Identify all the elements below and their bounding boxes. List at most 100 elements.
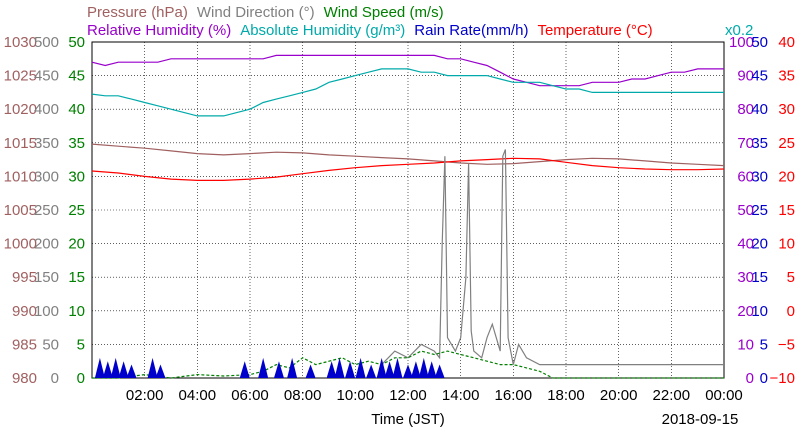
legend-entry: Rain Rate(mm/h) [414, 22, 528, 39]
x-tick-label: 16:00 [495, 387, 533, 404]
rain-rate-tick-label: 5 [760, 336, 768, 353]
relative-humidity-tick-label: 100 [729, 34, 754, 51]
wind-direction-tick-label: 450 [34, 68, 59, 85]
wind-speed-tick-label: 25 [68, 202, 85, 219]
rain-rate-mark [273, 361, 284, 378]
rain-rate-mark [102, 361, 113, 378]
x-tick-label: 22:00 [653, 387, 691, 404]
pressure-tick-label: 1015 [4, 135, 37, 152]
x-tick-label: 06:00 [231, 387, 269, 404]
wind-speed-tick-label: 40 [68, 101, 85, 118]
temperature-tick-label: 10 [778, 236, 795, 253]
pressure-tick-label: 1005 [4, 202, 37, 219]
wind-direction-tick-label: 150 [34, 269, 59, 286]
wind-direction-tick-label: 400 [34, 101, 59, 118]
pressure-tick-label: 980 [12, 370, 37, 387]
wind-direction-line [381, 149, 724, 366]
wind-direction-tick-label: 500 [34, 34, 59, 51]
rain-rate-tick-label: 10 [751, 303, 768, 320]
rain-rate-mark [434, 364, 445, 378]
wind-speed-line [92, 350, 724, 379]
rain-rate-tick-label: 35 [751, 135, 768, 152]
wind-direction-tick-label: 250 [34, 202, 59, 219]
legend-entry: Wind Speed (m/s) [324, 4, 444, 21]
rain-rate-mark [326, 361, 337, 378]
temperature-tick-label: 40 [778, 34, 795, 51]
rain-rate-tick-label: 25 [751, 202, 768, 219]
wind-speed-tick-label: 30 [68, 168, 85, 185]
rain-rate-mark [345, 361, 356, 378]
relative-humidity-tick-label: 0 [746, 370, 754, 387]
rain-rate-mark [376, 357, 387, 378]
wind-speed-tick-label: 15 [68, 269, 85, 286]
x-tick-label: 14:00 [442, 387, 480, 404]
rain-rate-mark [366, 364, 377, 378]
relative-humidity-tick-label: 20 [737, 303, 754, 320]
rain-rate-tick-label: 20 [751, 236, 768, 253]
x-axis-label: Time (JST) [371, 411, 445, 428]
temperature-tick-label: −10 [770, 370, 795, 387]
wind-direction-tick-label: 0 [51, 370, 59, 387]
relative-humidity-tick-label: 80 [737, 101, 754, 118]
relative-humidity-tick-label: 90 [737, 68, 754, 85]
rain-rate-tick-label: 0 [760, 370, 768, 387]
rain-rate-tick-label: 45 [751, 68, 768, 85]
rain-rate-tick-label: 50 [751, 34, 768, 51]
rain-rate-mark [258, 357, 269, 378]
temperature-tick-label: 0 [787, 303, 795, 320]
temperature-tick-label: 30 [778, 101, 795, 118]
x-tick-label: 20:00 [600, 387, 638, 404]
date-label: 2018-09-15 [662, 411, 739, 428]
relative-humidity-line [91, 54, 724, 87]
wind-speed-tick-label: 10 [68, 303, 85, 320]
pressure-line [91, 143, 725, 167]
pressure-tick-label: 1020 [4, 101, 37, 118]
rain-rate-mark [384, 361, 395, 378]
temperature-tick-label: 5 [787, 269, 795, 286]
rain-rate-mark [418, 357, 429, 378]
legend-entry: Wind Direction (°) [197, 4, 315, 21]
pressure-tick-label: 990 [12, 303, 37, 320]
scale-note: x0.2 [725, 22, 753, 39]
relative-humidity-tick-label: 30 [737, 269, 754, 286]
wind-direction-tick-label: 350 [34, 135, 59, 152]
relative-humidity-tick-label: 40 [737, 236, 754, 253]
wind-speed-tick-label: 45 [68, 68, 85, 85]
rain-rate-mark [287, 357, 298, 378]
rain-rate-mark [410, 361, 421, 378]
wind-speed-tick-label: 0 [77, 370, 85, 387]
rain-rate-mark [426, 361, 437, 378]
absolute-humidity-line [91, 68, 724, 117]
temperature-line [91, 157, 725, 181]
temperature-tick-label: 15 [778, 202, 795, 219]
wind-speed-tick-label: 35 [68, 135, 85, 152]
rain-rate-mark [118, 361, 129, 378]
rain-rate-mark [110, 357, 121, 378]
temperature-tick-label: 35 [778, 68, 795, 85]
rain-rate-mark [147, 357, 158, 378]
temperature-tick-label: 25 [778, 135, 795, 152]
relative-humidity-tick-label: 10 [737, 336, 754, 353]
x-tick-label: 04:00 [179, 387, 217, 404]
wind-direction-tick-label: 100 [34, 303, 59, 320]
legend-entry: Pressure (hPa) [87, 4, 188, 21]
legend-entry: Relative Humidity (%) [87, 22, 231, 39]
wind-direction-tick-label: 50 [42, 336, 59, 353]
rain-rate-mark [355, 357, 366, 378]
pressure-tick-label: 1030 [4, 34, 37, 51]
x-tick-label: 08:00 [284, 387, 322, 404]
temperature-tick-label: 20 [778, 168, 795, 185]
relative-humidity-tick-label: 70 [737, 135, 754, 152]
wind-direction-tick-label: 200 [34, 236, 59, 253]
wind-direction-tick-label: 300 [34, 168, 59, 185]
rain-rate-mark [403, 364, 413, 378]
rain-rate-tick-label: 30 [751, 168, 768, 185]
x-tick-label: 12:00 [389, 387, 427, 404]
rain-rate-mark [239, 361, 250, 378]
pressure-tick-label: 1025 [4, 68, 37, 85]
x-tick-label: 18:00 [547, 387, 585, 404]
rain-rate-mark [126, 364, 137, 378]
rain-rate-mark [334, 357, 345, 378]
x-tick-label: 10:00 [337, 387, 375, 404]
